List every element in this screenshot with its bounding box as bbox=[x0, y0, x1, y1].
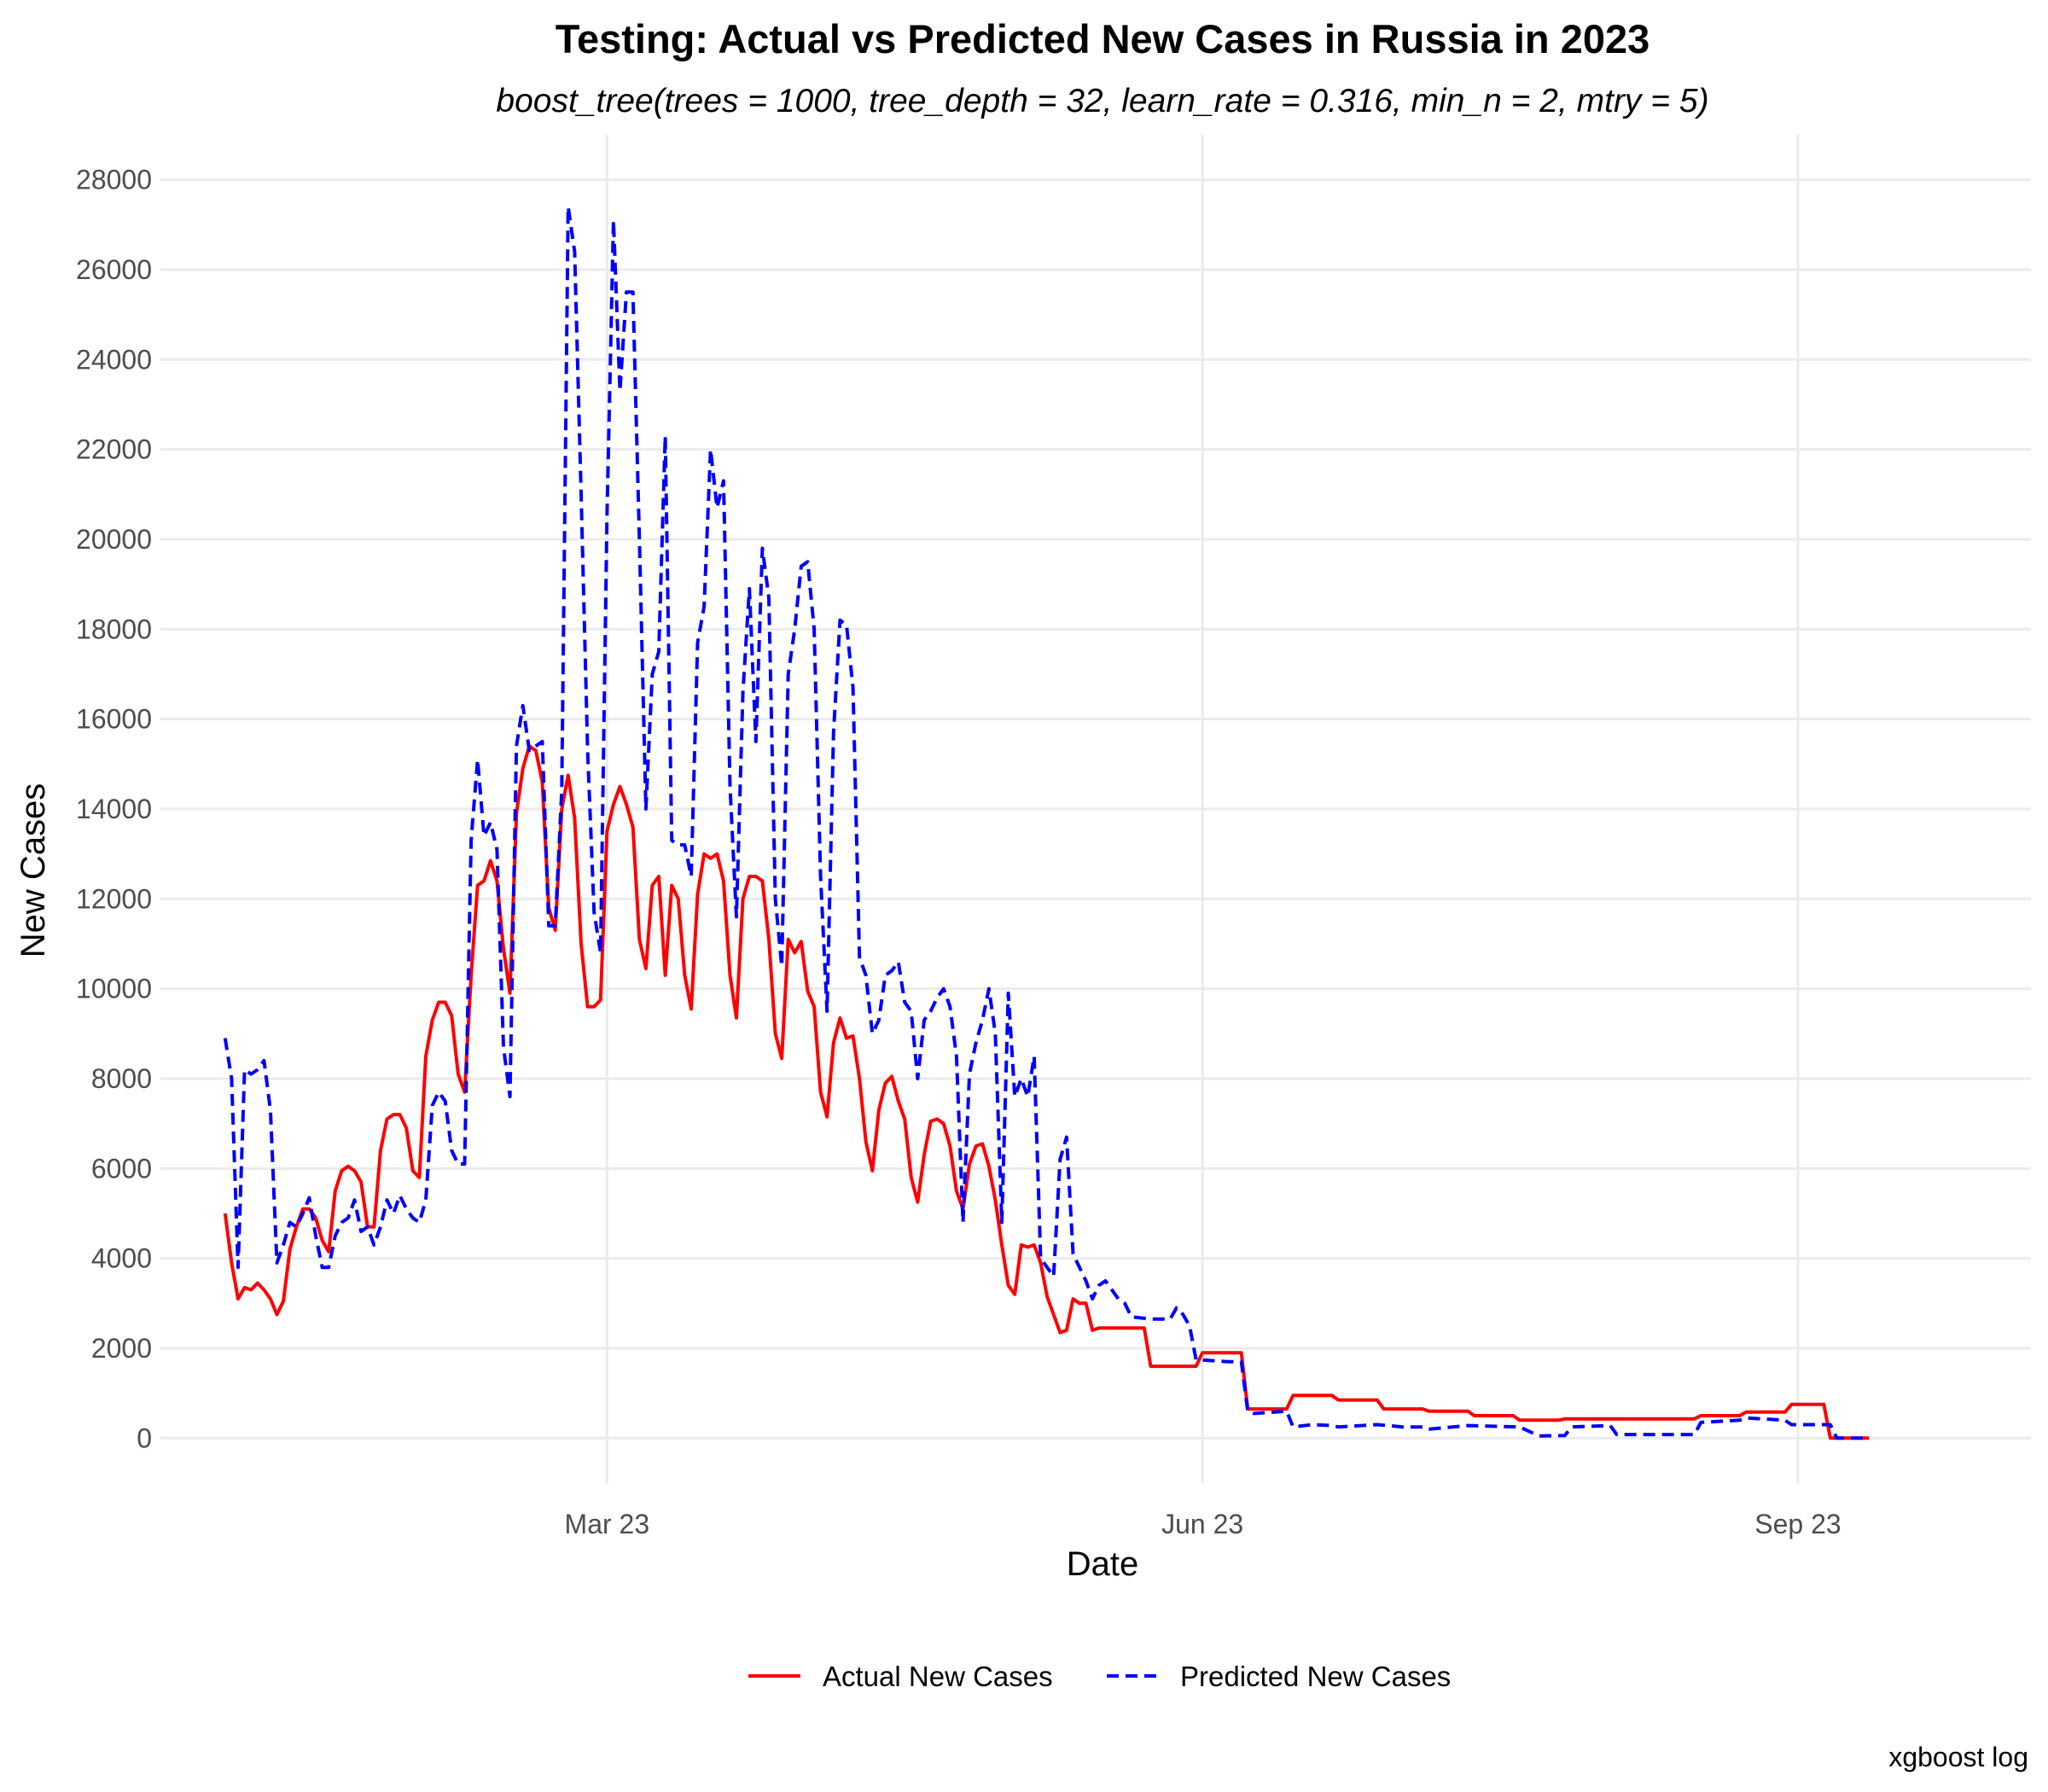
legend-label-actual: Actual New Cases bbox=[823, 1661, 1053, 1692]
x-axis-ticks: Mar 23 Jun 23 Sep 23 bbox=[565, 1509, 1841, 1539]
y-tick-label: 20000 bbox=[76, 524, 152, 555]
chart-caption: xgboost log bbox=[1888, 1742, 2028, 1772]
y-axis-ticks: 0 2000 4000 6000 8000 10000 12000 14000 16000 180… bbox=[76, 165, 152, 1454]
series-line-actual bbox=[223, 744, 1870, 1440]
x-tick-label: Sep 23 bbox=[1754, 1509, 1841, 1539]
y-tick-label: 2000 bbox=[91, 1333, 152, 1364]
y-tick-label: 4000 bbox=[91, 1243, 152, 1274]
y-tick-label: 0 bbox=[137, 1423, 152, 1453]
y-tick-label: 28000 bbox=[76, 165, 152, 195]
y-tick-label: 6000 bbox=[91, 1153, 152, 1184]
y-tick-label: 14000 bbox=[76, 794, 152, 824]
series-lines bbox=[223, 205, 1870, 1440]
grid-lines bbox=[160, 135, 2031, 1483]
y-tick-label: 12000 bbox=[76, 883, 152, 914]
y-tick-label: 26000 bbox=[76, 254, 152, 285]
y-tick-label: 18000 bbox=[76, 614, 152, 644]
y-tick-label: 8000 bbox=[91, 1063, 152, 1094]
legend-label-predicted: Predicted New Cases bbox=[1180, 1661, 1451, 1692]
series-line-predicted bbox=[223, 205, 1870, 1440]
y-tick-label: 22000 bbox=[76, 434, 152, 465]
legend: Actual New Cases Predicted New Cases bbox=[748, 1661, 1451, 1692]
legend-item-actual: Actual New Cases bbox=[748, 1661, 1053, 1692]
legend-item-predicted: Predicted New Cases bbox=[1107, 1661, 1451, 1692]
x-tick-label: Mar 23 bbox=[565, 1509, 650, 1539]
x-axis-label: Date bbox=[1067, 1545, 1139, 1583]
chart-subtitle: boost_tree(trees = 1000, tree_depth = 32… bbox=[496, 83, 1708, 119]
x-tick-label: Jun 23 bbox=[1161, 1509, 1243, 1539]
y-tick-label: 10000 bbox=[76, 974, 152, 1004]
chart-title: Testing: Actual vs Predicted New Cases i… bbox=[556, 16, 1650, 61]
y-tick-label: 16000 bbox=[76, 704, 152, 735]
y-axis-label: New Cases bbox=[15, 783, 52, 958]
y-tick-label: 24000 bbox=[76, 344, 152, 375]
